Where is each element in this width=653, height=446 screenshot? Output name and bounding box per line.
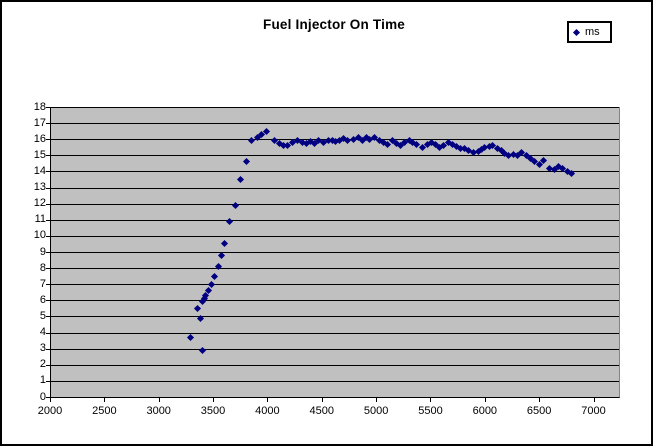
x-axis-tick <box>484 398 486 402</box>
legend-label: ms <box>585 25 600 38</box>
y-axis-tick <box>46 284 50 286</box>
x-tick-label: 6000 <box>472 405 498 417</box>
x-tick-label: 7000 <box>581 405 606 417</box>
h-gridline <box>51 284 619 286</box>
h-gridline <box>51 268 619 270</box>
x-tick-label: 3000 <box>146 405 171 417</box>
y-axis-tick <box>46 380 50 382</box>
h-gridline <box>51 380 619 382</box>
x-axis-tick <box>213 398 215 402</box>
y-axis-tick <box>46 235 50 237</box>
data-point <box>247 137 255 145</box>
x-axis-tick <box>430 398 432 402</box>
y-axis-tick <box>46 155 50 157</box>
h-gridline <box>51 300 619 302</box>
h-gridline <box>51 364 619 366</box>
y-tick-label: 15 <box>33 148 46 161</box>
y-tick-label: 0 <box>39 390 46 403</box>
y-tick-label: 8 <box>39 261 46 274</box>
h-gridline <box>51 171 619 173</box>
h-gridline <box>51 123 619 125</box>
y-axis-tick <box>46 107 50 108</box>
y-tick-label: 10 <box>33 229 46 242</box>
x-axis-tick <box>104 398 106 402</box>
y-axis-tick <box>46 300 50 302</box>
chart-title: Fuel Injector On Time <box>263 17 405 32</box>
y-axis-tick <box>46 252 50 253</box>
data-point <box>236 175 244 184</box>
h-gridline <box>51 219 619 221</box>
y-axis-tick <box>46 397 50 398</box>
y-axis-tick <box>46 219 50 221</box>
h-gridline <box>51 107 619 108</box>
x-axis-tick <box>376 398 378 402</box>
h-gridline <box>51 348 619 350</box>
y-tick-label: 12 <box>33 197 46 210</box>
y-tick-label: 11 <box>34 213 46 226</box>
y-tick-label: 1 <box>39 374 46 387</box>
y-tick-label: 18 <box>33 100 46 113</box>
data-point <box>187 333 195 341</box>
plot-area <box>50 107 620 398</box>
y-tick-label: 5 <box>39 309 46 322</box>
data-point <box>242 158 250 166</box>
y-tick-label: 4 <box>39 326 46 339</box>
data-point <box>211 272 219 280</box>
y-axis-tick <box>46 364 50 366</box>
y-axis-tick <box>46 139 50 141</box>
y-tick-label: 2 <box>39 358 46 371</box>
y-axis-tick <box>46 316 50 318</box>
x-tick-label: 4500 <box>309 405 334 417</box>
h-gridline <box>51 316 619 318</box>
h-gridline <box>51 187 619 189</box>
h-gridline <box>51 332 619 334</box>
x-tick-label: 3500 <box>200 405 226 417</box>
y-axis-tick <box>46 332 50 334</box>
y-tick-label: 6 <box>39 293 46 306</box>
y-axis-tick <box>46 187 50 189</box>
x-axis-tick <box>267 398 269 402</box>
y-tick-label: 7 <box>39 277 46 290</box>
legend[interactable]: ms <box>567 21 612 43</box>
y-axis-tick <box>46 203 50 205</box>
x-tick-label: 4000 <box>255 405 280 417</box>
data-point <box>263 127 271 135</box>
data-point <box>221 240 229 248</box>
data-point <box>194 304 202 312</box>
y-tick-label: 14 <box>33 164 46 177</box>
y-tick-label: 9 <box>39 245 46 258</box>
x-tick-label: 2500 <box>92 405 117 417</box>
x-tick-label: 2000 <box>37 405 63 417</box>
data-point <box>208 280 216 288</box>
h-gridline <box>51 252 619 253</box>
x-axis-tick <box>50 398 51 402</box>
y-tick-label: 17 <box>33 116 46 129</box>
x-axis-tick <box>321 398 323 402</box>
x-tick-label: 5500 <box>418 405 443 417</box>
y-tick-label: 16 <box>33 132 46 145</box>
y-axis-tick <box>46 268 50 270</box>
x-tick-label: 6500 <box>526 405 552 417</box>
x-axis-tick <box>158 398 160 402</box>
x-tick-label: 5000 <box>363 405 389 417</box>
y-axis-tick <box>46 123 50 125</box>
x-axis-tick <box>539 398 541 402</box>
h-gridline <box>51 155 619 157</box>
diamond-icon <box>572 28 581 36</box>
y-tick-label: 3 <box>39 342 46 355</box>
h-gridline <box>51 235 619 237</box>
y-axis-tick <box>46 348 50 350</box>
x-axis-tick <box>593 398 595 402</box>
y-axis-tick <box>46 171 50 173</box>
y-tick-label: 13 <box>33 181 46 194</box>
h-gridline <box>51 203 619 205</box>
